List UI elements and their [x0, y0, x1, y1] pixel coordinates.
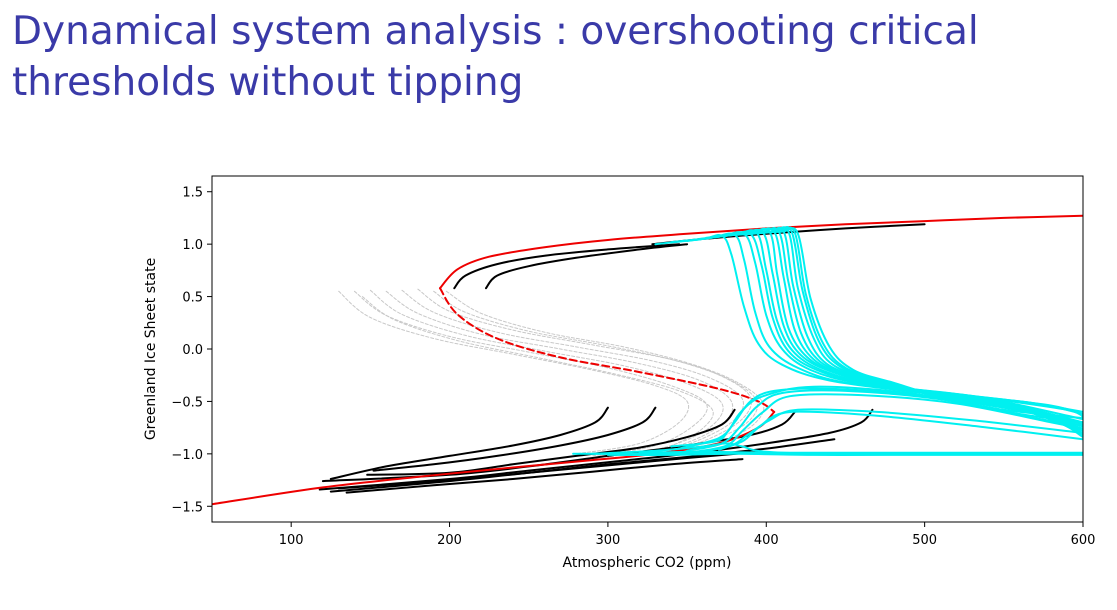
ghost-curve-6: [433, 290, 758, 453]
x-tick-label: 400: [754, 533, 779, 548]
x-tick-label: 300: [595, 533, 620, 548]
trajectory-upper-2: [485, 243, 689, 290]
y-tick-label: 0.5: [182, 291, 203, 306]
trajectory-lower-5: [329, 438, 836, 493]
y-axis-label: Greenland Ice Sheet state: [143, 258, 159, 440]
y-tick-label: 0.0: [182, 343, 203, 358]
x-axis-ticks: 100 200 300 400 500 600: [279, 522, 1096, 548]
y-tick-label: 1.0: [182, 238, 203, 253]
ghost-curve-0: [338, 290, 690, 455]
trajectory-lower-0: [329, 406, 609, 480]
trajectory-lower-6: [345, 458, 744, 494]
trajectory-lower-1: [372, 406, 657, 472]
x-axis-label: Atmospheric CO2 (ppm): [563, 555, 732, 571]
overshoot-recovered-2: [694, 393, 1083, 453]
overshoot-curves-layer: [572, 226, 1083, 456]
ghost-curve-4: [401, 289, 744, 457]
ghost-curve-5: [417, 288, 752, 455]
overshoot-recovered-5: [717, 410, 1083, 451]
y-tick-label: −0.5: [171, 395, 203, 410]
y-axis-ticks: −1.5 −1.0 −0.5 0.0 0.5 1.0 1.5: [171, 186, 212, 515]
equilibrium-lower-stable-branch: [212, 410, 776, 506]
y-tick-label: 1.5: [182, 186, 203, 201]
plot-area: [212, 176, 1083, 522]
y-tick-label: −1.0: [171, 448, 203, 463]
ghost-curve-1: [354, 290, 708, 457]
trajectory-upper-1: [453, 243, 681, 290]
ghost-curve-3: [385, 290, 734, 458]
x-tick-label: 500: [912, 533, 937, 548]
x-tick-label: 600: [1071, 533, 1096, 548]
slide-title: Dynamical system analysis : overshooting…: [12, 9, 979, 105]
overshoot-tipped-8: [724, 227, 1083, 428]
equilibrium-upper-stable-branch: [439, 214, 1083, 290]
overshoot-flat-3: [591, 442, 1083, 455]
trajectory-lower-7: [337, 450, 760, 490]
overshoot-recovered-4: [670, 385, 1083, 448]
overshoot-flat-2: [638, 450, 1083, 454]
ghost-curve-2: [369, 289, 724, 458]
x-tick-label: 100: [279, 533, 304, 548]
overshoot-tipped-9: [730, 226, 1083, 430]
ghost-curve-8: [361, 296, 714, 451]
y-tick-label: −1.5: [171, 500, 203, 515]
overshoot-tipped-13: [749, 227, 1083, 439]
x-tick-label: 200: [437, 533, 462, 548]
